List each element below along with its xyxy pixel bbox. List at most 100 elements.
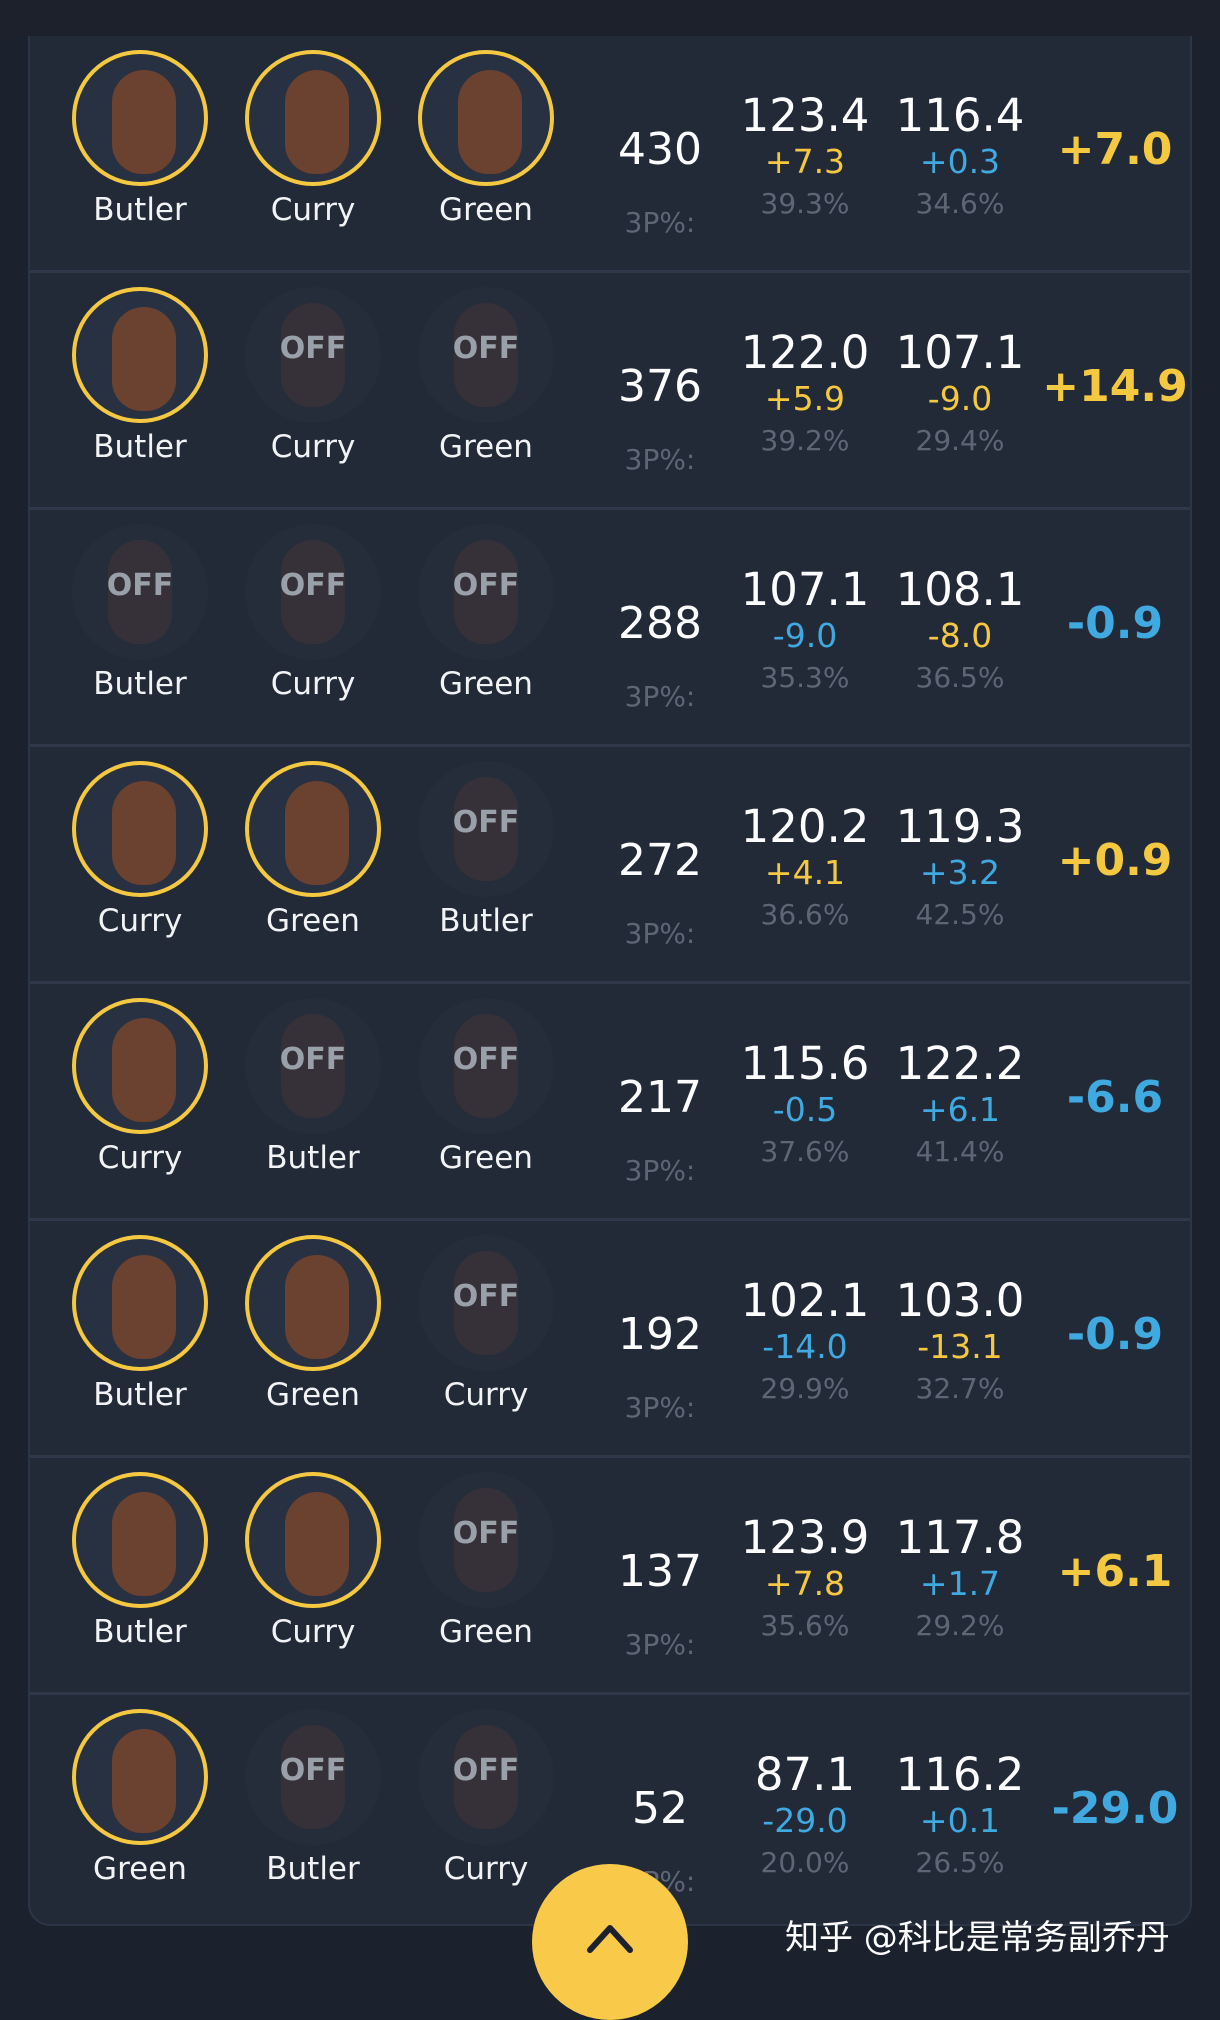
lineup-row[interactable]: OFF Curry OFF Butler OFF Green 217 3P%: 1… [30, 984, 1190, 1221]
ortg-value: 87.1 [754, 1748, 856, 1801]
ortg-3p-pct: 35.3% [760, 661, 850, 694]
ortg-3p-pct: 37.6% [760, 1135, 850, 1168]
player-name: Green [439, 1140, 533, 1176]
player-off: OFF Butler [233, 1709, 393, 1887]
avatar: OFF [72, 287, 208, 423]
player-off: OFF Green [406, 524, 566, 702]
lineup-row[interactable]: OFF Butler OFF Green OFF Curry 192 3P%: 1… [30, 1221, 1190, 1458]
three-pt-label: 3P%: [624, 1391, 696, 1424]
drtg-value: 119.3 [895, 800, 1025, 853]
drtg-3p-pct: 26.5% [915, 1846, 1005, 1879]
player-name: Butler [266, 1851, 360, 1887]
drtg-value: 107.1 [895, 326, 1025, 379]
watermark: 知乎 @科比是常务副乔丹 [785, 1918, 1170, 1958]
avatar: OFF [418, 287, 554, 423]
player-off: OFF Curry [406, 1235, 566, 1413]
player-name: Butler [93, 666, 187, 702]
defensive-rating: 117.8 +1.7 29.2% [885, 1458, 1035, 1648]
lineup-table: OFF Butler OFF Curry OFF Green 430 3P%: 1… [28, 36, 1192, 1926]
player-name: Curry [97, 903, 183, 939]
net-rating: +0.9 [1057, 835, 1173, 886]
net-rating: -6.6 [1066, 1072, 1164, 1123]
possessions: 137 [618, 1546, 702, 1597]
ortg-delta: +5.9 [764, 379, 846, 418]
avatar: OFF [245, 287, 381, 423]
player-on: OFF Butler [60, 1235, 220, 1413]
player-name: Green [266, 1377, 360, 1413]
player-off: OFF Curry [233, 287, 393, 465]
ortg-value: 102.1 [740, 1274, 870, 1327]
avatar: OFF [245, 998, 381, 1134]
possessions: 376 [618, 361, 702, 412]
avatar: OFF [418, 524, 554, 660]
net-rating: -0.9 [1066, 598, 1164, 649]
drtg-3p-pct: 42.5% [915, 898, 1005, 931]
ortg-value: 115.6 [740, 1037, 870, 1090]
three-pt-label: 3P%: [624, 1628, 696, 1661]
player-off: OFF Butler [406, 761, 566, 939]
ortg-delta: +4.1 [764, 853, 846, 892]
offensive-rating: 102.1 -14.0 29.9% [730, 1221, 880, 1411]
defensive-rating: 116.4 +0.3 34.6% [885, 36, 1035, 226]
offensive-rating: 123.4 +7.3 39.3% [730, 36, 880, 226]
avatar: OFF [418, 50, 554, 186]
player-off: OFF Curry [233, 524, 393, 702]
off-label: OFF [452, 805, 520, 840]
ortg-3p-pct: 39.2% [760, 424, 850, 457]
drtg-delta: +0.3 [919, 142, 1001, 181]
player-name: Green [266, 903, 360, 939]
lineup-row[interactable]: OFF Butler OFF Curry OFF Green 376 3P%: 1… [30, 273, 1190, 510]
ortg-value: 123.4 [740, 89, 870, 142]
player-name: Curry [270, 192, 356, 228]
off-label: OFF [452, 1279, 520, 1314]
drtg-value: 103.0 [895, 1274, 1025, 1327]
three-pt-label: 3P%: [624, 206, 696, 239]
offensive-rating: 123.9 +7.8 35.6% [730, 1458, 880, 1648]
chevron-up-icon [587, 1925, 633, 1953]
player-off: OFF Green [406, 998, 566, 1176]
player-name: Curry [270, 429, 356, 465]
lineup-row[interactable]: OFF Butler OFF Curry OFF Green 137 3P%: 1… [30, 1458, 1190, 1695]
avatar: OFF [72, 50, 208, 186]
player-on: OFF Butler [60, 50, 220, 228]
avatar: OFF [245, 524, 381, 660]
avatar: OFF [72, 1709, 208, 1845]
player-name: Curry [443, 1851, 529, 1887]
net-rating: +6.1 [1057, 1546, 1173, 1597]
defensive-rating: 116.2 +0.1 26.5% [885, 1695, 1035, 1885]
drtg-value: 116.4 [895, 89, 1025, 142]
player-on: OFF Curry [233, 50, 393, 228]
three-pt-label: 3P%: [624, 443, 696, 476]
lineup-row[interactable]: OFF Butler OFF Curry OFF Green 430 3P%: 1… [30, 36, 1190, 273]
off-label: OFF [452, 1516, 520, 1551]
off-label: OFF [452, 1753, 520, 1788]
drtg-value: 122.2 [895, 1037, 1025, 1090]
avatar: OFF [245, 1709, 381, 1845]
drtg-3p-pct: 41.4% [915, 1135, 1005, 1168]
defensive-rating: 107.1 -9.0 29.4% [885, 273, 1035, 463]
drtg-delta: -9.0 [927, 379, 993, 418]
possessions: 192 [618, 1309, 702, 1360]
ortg-value: 123.9 [740, 1511, 870, 1564]
player-name: Butler [93, 1614, 187, 1650]
avatar: OFF [245, 50, 381, 186]
drtg-3p-pct: 36.5% [915, 661, 1005, 694]
ortg-value: 120.2 [740, 800, 870, 853]
three-pt-label: 3P%: [624, 1154, 696, 1187]
player-on: OFF Curry [60, 998, 220, 1176]
player-on: OFF Green [60, 1709, 220, 1887]
player-on: OFF Curry [233, 1472, 393, 1650]
drtg-3p-pct: 29.2% [915, 1609, 1005, 1642]
lineup-row[interactable]: OFF Butler OFF Curry OFF Green 288 3P%: 1… [30, 510, 1190, 747]
player-name: Green [93, 1851, 187, 1887]
player-off: OFF Green [406, 1472, 566, 1650]
drtg-3p-pct: 29.4% [915, 424, 1005, 457]
scroll-to-top-button[interactable] [532, 1864, 688, 2020]
possessions: 217 [618, 1072, 702, 1123]
off-label: OFF [452, 331, 520, 366]
net-rating: -29.0 [1051, 1783, 1179, 1834]
off-label: OFF [279, 1042, 347, 1077]
offensive-rating: 107.1 -9.0 35.3% [730, 510, 880, 700]
lineup-row[interactable]: OFF Curry OFF Green OFF Butler 272 3P%: 1… [30, 747, 1190, 984]
player-on: OFF Curry [60, 761, 220, 939]
